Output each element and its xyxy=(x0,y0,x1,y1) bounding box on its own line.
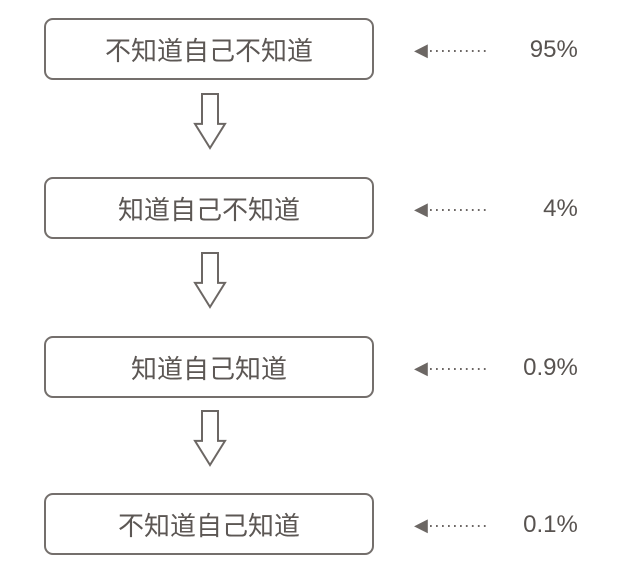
flow-node-4: 不知道自己知道 xyxy=(44,493,374,555)
flow-node-4-label: 不知道自己知道 xyxy=(118,506,300,543)
down-arrow-2 xyxy=(193,251,227,309)
flow-node-1: 不知道自己不知道 xyxy=(44,18,374,80)
annotation-1: ◀·········· 95% xyxy=(414,36,578,64)
annotation-1-value: 95% xyxy=(508,36,578,64)
annotation-4-value: 0.1% xyxy=(508,511,578,539)
flowchart-canvas: 不知道自己不知道 知道自己不知道 知道自己知道 不知道自己知道 ◀·······… xyxy=(0,0,640,574)
annotation-3: ◀·········· 0.9% xyxy=(414,354,578,382)
down-arrow-3 xyxy=(193,409,227,467)
flow-node-2-label: 知道自己不知道 xyxy=(118,190,300,227)
annotation-3-arrow: ◀·········· xyxy=(414,358,488,379)
annotation-4: ◀·········· 0.1% xyxy=(414,511,578,539)
flow-node-2: 知道自己不知道 xyxy=(44,177,374,239)
annotation-1-arrow: ◀·········· xyxy=(414,40,488,61)
flow-node-3: 知道自己知道 xyxy=(44,336,374,398)
flow-node-1-label: 不知道自己不知道 xyxy=(105,31,313,68)
annotation-2: ◀·········· 4% xyxy=(414,195,578,223)
annotation-2-value: 4% xyxy=(508,195,578,223)
down-arrow-1 xyxy=(193,92,227,150)
flow-node-3-label: 知道自己知道 xyxy=(131,349,287,386)
annotation-2-arrow: ◀·········· xyxy=(414,199,488,220)
annotation-3-value: 0.9% xyxy=(508,354,578,382)
annotation-4-arrow: ◀·········· xyxy=(414,515,488,536)
